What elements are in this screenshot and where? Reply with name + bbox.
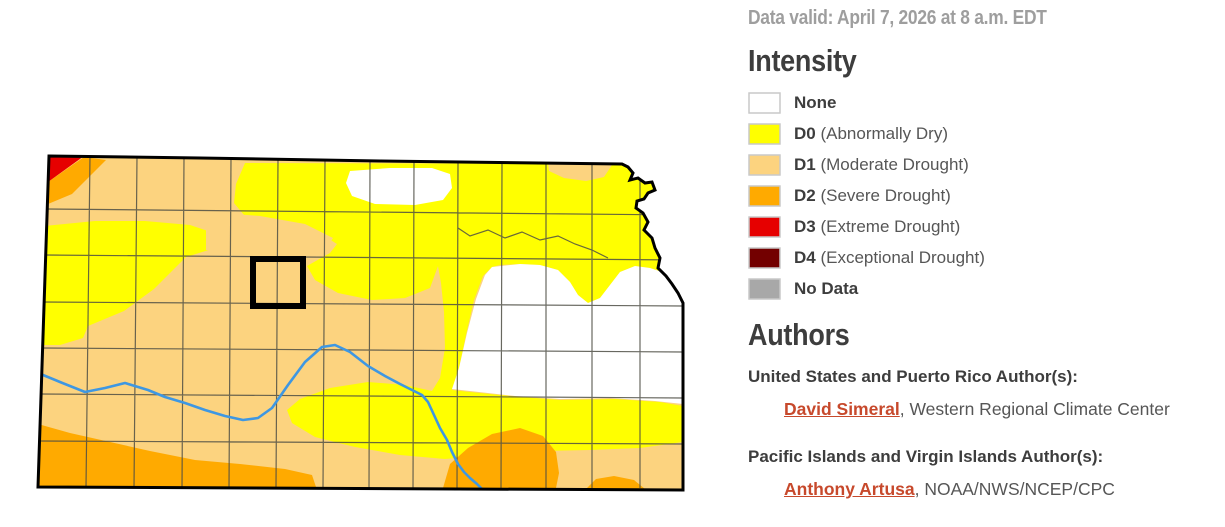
kansas-drought-map[interactable] [0, 0, 740, 513]
legend-item-d3: D3 (Extreme Drought) [748, 216, 1218, 238]
author-line-pacific: Anthony Artusa, NOAA/NWS/NCEP/CPC [784, 479, 1218, 500]
legend-label: D3 (Extreme Drought) [794, 217, 961, 236]
d1-patch-top [548, 163, 612, 181]
d3-extreme-drought-region-northwest [48, 156, 84, 182]
d0-swatch [748, 123, 781, 145]
d2-severe-drought-region-southwest [38, 424, 316, 487]
legend-label: D1 (Moderate Drought) [794, 155, 969, 174]
d2-severe-drought-region-northwest [48, 157, 106, 204]
info-panel: Data valid: April 7, 2026 at 8 a.m. EDT … [748, 6, 1218, 527]
legend-label: None [794, 93, 837, 112]
d4-swatch [748, 247, 781, 269]
intensity-legend: None D0 (Abnormally Dry) D1 (Moderate Dr… [748, 92, 1218, 300]
legend-label: D0 (Abnormally Dry) [794, 124, 948, 143]
none-region-east [452, 264, 683, 404]
data-valid-label: Data valid: April 7, 2026 at 8 a.m. EDT [748, 7, 1047, 29]
author-link-david-simeral[interactable]: David Simeral [784, 399, 900, 419]
author-group-us: United States and Puerto Rico Author(s):… [748, 367, 1218, 420]
legend-item-d0: D0 (Abnormally Dry) [748, 123, 1218, 145]
kansas-map-svg [36, 154, 685, 492]
d1-swatch [748, 154, 781, 176]
legend-item-d4: D4 (Exceptional Drought) [748, 247, 1218, 269]
none-swatch [748, 92, 781, 114]
d0-abnormally-dry-region-main [234, 163, 683, 459]
arkansas-river [41, 343, 485, 490]
authors-title: Authors [748, 317, 850, 352]
author-link-anthony-artusa[interactable]: Anthony Artusa [784, 479, 915, 499]
d2-severe-drought-region-southeast [586, 476, 645, 489]
no-data-swatch [748, 278, 781, 300]
d0-abnormally-dry-region-west [43, 221, 214, 345]
legend-item-no-data: No Data [748, 278, 1218, 300]
author-heading-pacific: Pacific Islands and Virgin Islands Autho… [748, 447, 1104, 466]
legend-item-d2: D2 (Severe Drought) [748, 185, 1218, 207]
author-line-us: David Simeral, Western Regional Climate … [784, 399, 1218, 420]
author-affiliation: , Western Regional Climate Center [899, 399, 1170, 419]
author-affiliation: , NOAA/NWS/NCEP/CPC [914, 479, 1115, 499]
legend-label: No Data [794, 279, 859, 298]
d2-swatch [748, 185, 781, 207]
legend-label: D4 (Exceptional Drought) [794, 248, 985, 267]
legend-item-d1: D1 (Moderate Drought) [748, 154, 1218, 176]
legend-item-none: None [748, 92, 1218, 114]
selected-county-outline[interactable] [250, 256, 306, 309]
county-boundaries [38, 156, 683, 489]
d3-swatch [748, 216, 781, 238]
author-heading-us: United States and Puerto Rico Author(s): [748, 367, 1078, 386]
legend-label: D2 (Severe Drought) [794, 186, 951, 205]
d1-tongue-west [206, 212, 333, 254]
none-region-north [346, 168, 452, 205]
intensity-title: Intensity [748, 43, 857, 78]
author-group-pacific: Pacific Islands and Virgin Islands Autho… [748, 447, 1218, 500]
